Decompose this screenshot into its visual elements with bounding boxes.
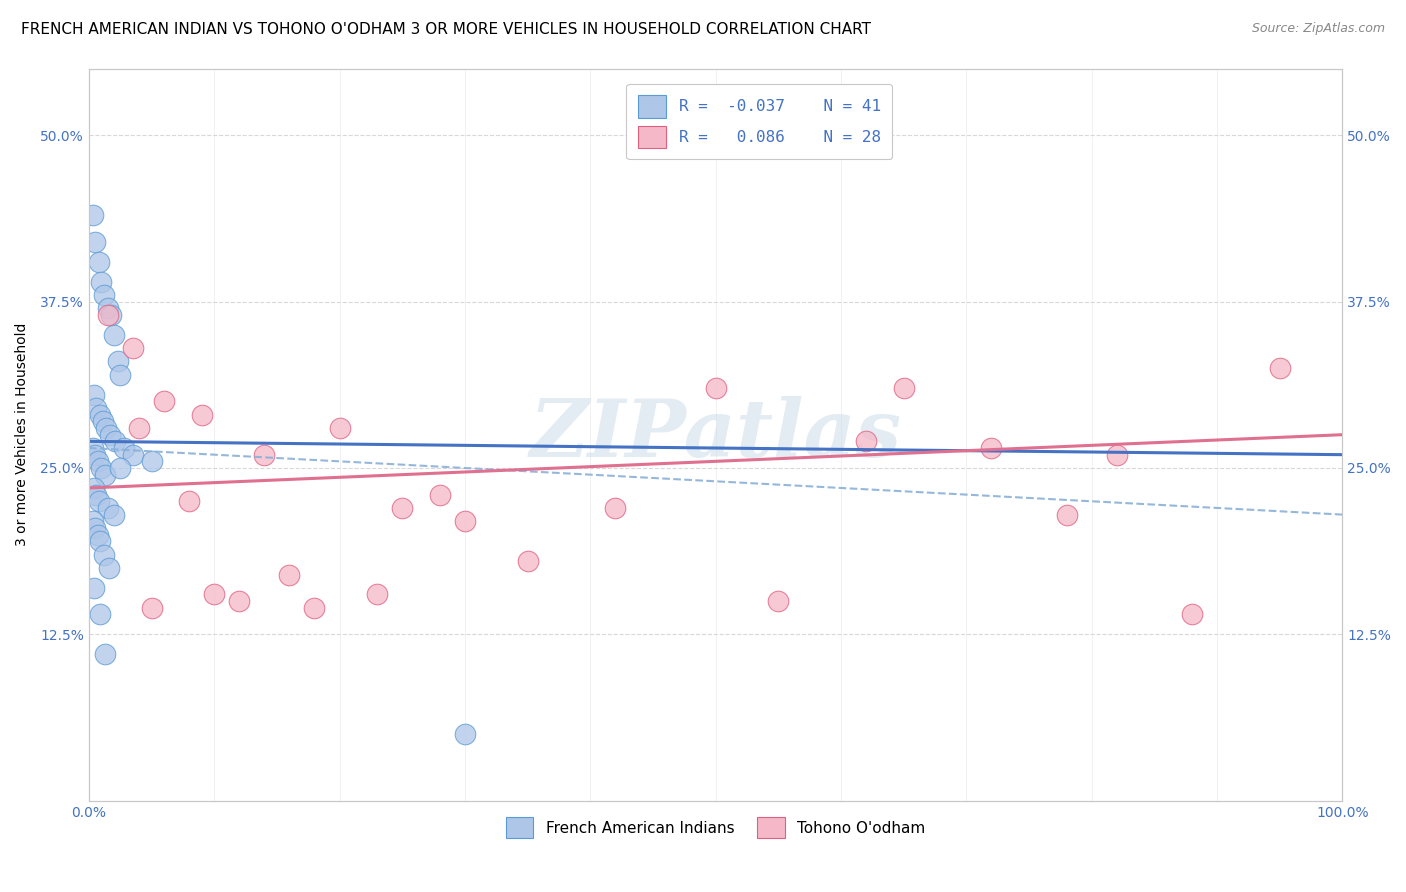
Point [97,561,120,575]
Point [86,527,108,541]
Point [83,481,105,495]
Point [1105,448,1128,462]
Point [893,381,915,395]
Point [1056,508,1078,522]
Point [87,494,110,508]
Point [855,434,877,449]
Point [108,368,131,382]
Point [86,488,108,502]
Point [108,461,131,475]
Point [1181,607,1204,622]
Point [90,461,112,475]
Point [454,727,477,741]
Point [89,607,111,622]
Point [98,427,121,442]
Point [89,408,111,422]
Point [516,554,538,568]
Text: Source: ZipAtlas.com: Source: ZipAtlas.com [1251,22,1385,36]
Point [82,441,104,455]
Point [86,454,108,468]
Point [86,401,108,415]
Point [100,308,122,322]
Point [83,581,105,595]
Point [89,534,111,549]
Point [103,327,125,342]
Point [128,421,150,435]
Point [82,514,104,528]
Point [190,408,212,422]
Point [179,494,201,508]
Point [87,254,110,268]
Legend: French American Indians, Tohono O'odham: French American Indians, Tohono O'odham [499,811,931,845]
Point [93,288,115,302]
Y-axis label: 3 or more Vehicles in Household: 3 or more Vehicles in Household [15,323,30,547]
Point [391,500,413,515]
Point [97,500,120,515]
Point [107,354,129,368]
Point [278,567,301,582]
Point [768,594,790,608]
Text: ZIPatlas: ZIPatlas [530,396,901,474]
Point [141,600,163,615]
Point [366,587,388,601]
Point [202,587,225,601]
Point [84,521,107,535]
Point [153,394,176,409]
Point [454,514,477,528]
Point [121,341,143,355]
Point [94,648,117,662]
Point [97,301,120,316]
Point [104,434,127,449]
Point [93,548,115,562]
Point [91,414,114,428]
Point [980,441,1002,455]
Point [141,454,163,468]
Point [605,500,627,515]
Point [704,381,727,395]
Point [82,208,104,222]
Point [96,421,118,435]
Point [84,235,107,249]
Point [94,467,117,482]
Point [83,388,105,402]
Point [84,448,107,462]
Point [1268,361,1291,376]
Text: FRENCH AMERICAN INDIAN VS TOHONO O'ODHAM 3 OR MORE VEHICLES IN HOUSEHOLD CORRELA: FRENCH AMERICAN INDIAN VS TOHONO O'ODHAM… [21,22,872,37]
Point [97,308,120,322]
Point [90,275,112,289]
Point [103,508,125,522]
Point [253,448,276,462]
Point [228,594,250,608]
Point [112,441,135,455]
Point [328,421,350,435]
Point [121,448,143,462]
Point [429,488,451,502]
Point [304,600,326,615]
